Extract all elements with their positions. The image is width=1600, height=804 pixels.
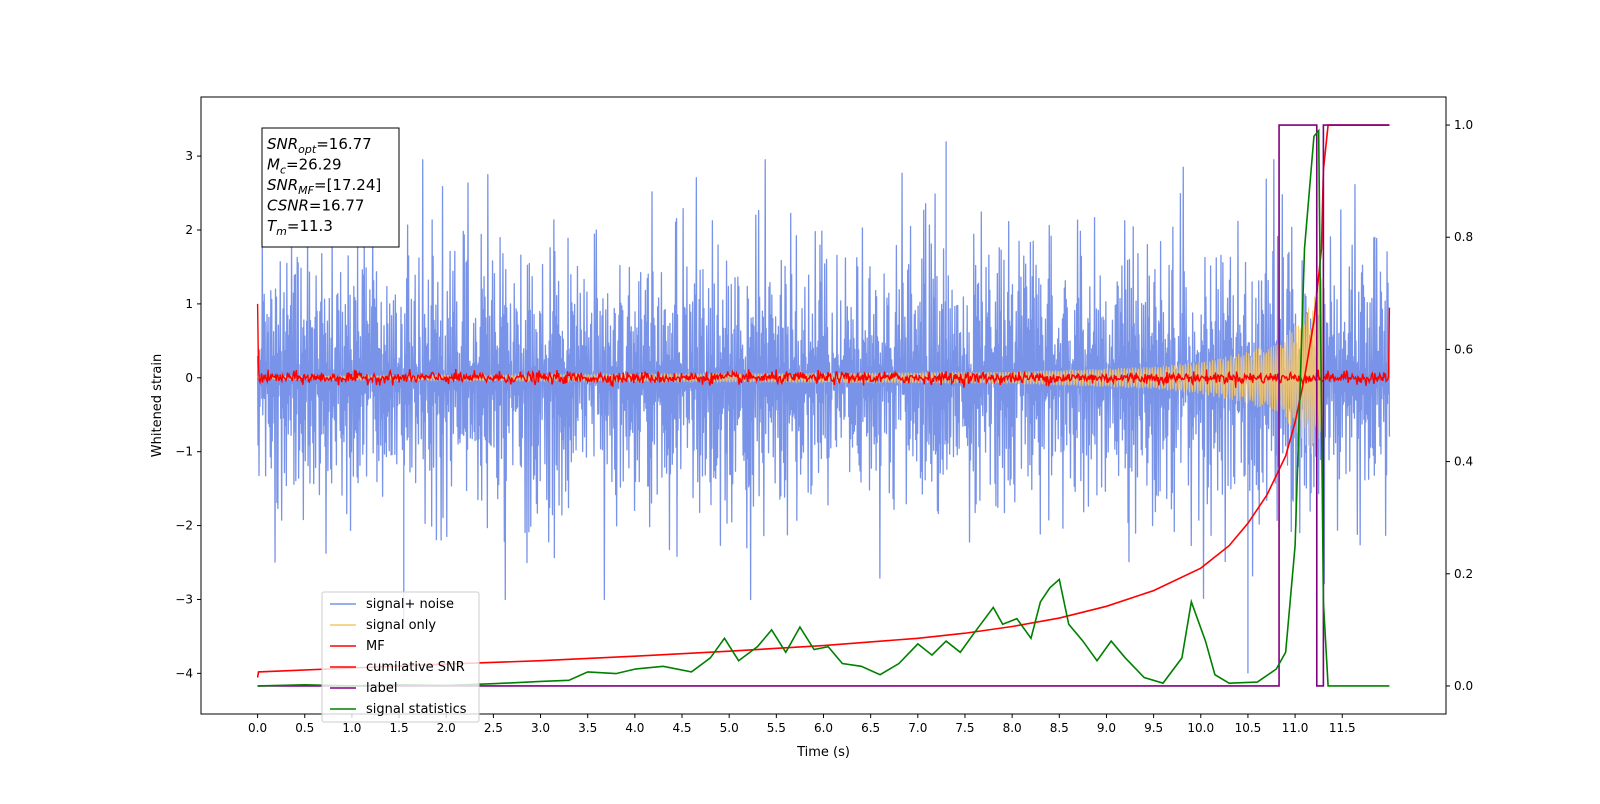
x-tick-label-21: 10.5 bbox=[1235, 721, 1262, 735]
y-left-tick-label-5: 1 bbox=[185, 297, 193, 311]
legend-frame bbox=[321, 591, 480, 723]
x-tick-label-14: 7.0 bbox=[908, 721, 927, 735]
y-right-tick-label-3: 0.6 bbox=[1454, 342, 1473, 356]
y-left-tick-label-4: 0 bbox=[185, 371, 193, 385]
x-tick-label-2: 1.0 bbox=[342, 721, 361, 735]
x-tick-label-11: 5.5 bbox=[767, 721, 786, 735]
y-left-tick-label-3: −1 bbox=[175, 445, 193, 459]
annotation-box: SNRopt=16.77Mc=26.29SNRMF=[17.24]CSNR=16… bbox=[261, 127, 400, 248]
y-axis-label: Whitened strain bbox=[150, 354, 165, 457]
y-right-tick-label-2: 0.4 bbox=[1454, 455, 1473, 469]
x-tick-label-10: 5.0 bbox=[720, 721, 739, 735]
legend-label-0: signal+ noise bbox=[366, 597, 454, 612]
x-axis: 0.0 0.5 1.0 1.5 2.0 2.5 3.0 3.5 4.0 4.5 5.0 5.5 6.0 6… bbox=[248, 714, 1356, 735]
x-axis-label: Time (s) bbox=[796, 745, 850, 760]
series-label bbox=[257, 124, 1390, 687]
series-mf bbox=[256, 303, 1391, 388]
legend: signal+ noise signal only MF cumilative SNR… bbox=[321, 591, 480, 723]
y-axis-left: −4 −3 −2 −1 0 1 2 3 bbox=[175, 149, 201, 680]
series-signal-statistics bbox=[257, 128, 1390, 687]
legend-label-2: MF bbox=[366, 639, 385, 654]
x-tick-label-4: 2.0 bbox=[437, 721, 456, 735]
y-left-tick-label-0: −4 bbox=[175, 666, 193, 680]
annotation-line-4: Tm=11.3 bbox=[267, 217, 333, 238]
x-tick-label-23: 11.5 bbox=[1329, 721, 1356, 735]
legend-label-1: signal only bbox=[366, 618, 436, 633]
y-left-tick-label-1: −3 bbox=[175, 592, 193, 606]
y-right-tick-label-5: 1.0 bbox=[1454, 118, 1473, 132]
x-tick-label-0: 0.0 bbox=[248, 721, 267, 735]
x-tick-label-1: 0.5 bbox=[295, 721, 314, 735]
y-right-tick-label-1: 0.2 bbox=[1454, 567, 1473, 581]
x-tick-label-15: 7.5 bbox=[955, 721, 974, 735]
x-tick-label-9: 4.5 bbox=[672, 721, 691, 735]
annotation-line-3: CSNR=16.77 bbox=[267, 197, 364, 215]
x-tick-label-20: 10.0 bbox=[1187, 721, 1214, 735]
annotation-line-2: SNRMF=[17.24] bbox=[267, 176, 381, 197]
legend-label-5: signal statistics bbox=[366, 702, 467, 717]
y-axis-right: 0.0 0.2 0.4 0.6 0.8 1.0 bbox=[1446, 118, 1473, 693]
annotation-line-1: Mc=26.29 bbox=[267, 156, 342, 177]
legend-label-3: cumilative SNR bbox=[366, 660, 465, 675]
annotation-frame bbox=[261, 127, 400, 248]
x-tick-label-22: 11.0 bbox=[1282, 721, 1309, 735]
series-cumulative-snr bbox=[256, 124, 1390, 678]
x-tick-label-7: 3.5 bbox=[578, 721, 597, 735]
y-right-tick-label-4: 0.8 bbox=[1454, 230, 1473, 244]
plot-series-layer bbox=[256, 124, 1391, 687]
x-tick-label-17: 8.5 bbox=[1050, 721, 1069, 735]
x-tick-label-13: 6.5 bbox=[861, 721, 880, 735]
y-left-tick-label-7: 3 bbox=[185, 149, 193, 163]
legend-label-4: label bbox=[366, 681, 397, 696]
annotation-line-0: SNRopt=16.77 bbox=[267, 135, 372, 156]
x-tick-label-3: 1.5 bbox=[390, 721, 409, 735]
x-tick-label-8: 4.0 bbox=[625, 721, 644, 735]
x-tick-label-12: 6.0 bbox=[814, 721, 833, 735]
x-tick-label-6: 3.0 bbox=[531, 721, 550, 735]
y-left-tick-label-2: −2 bbox=[175, 519, 193, 533]
y-right-tick-label-0: 0.0 bbox=[1454, 679, 1473, 693]
x-tick-label-5: 2.5 bbox=[484, 721, 503, 735]
y-left-tick-label-6: 2 bbox=[185, 223, 193, 237]
x-tick-label-18: 9.0 bbox=[1097, 721, 1116, 735]
x-tick-label-16: 8.0 bbox=[1003, 721, 1022, 735]
x-tick-label-19: 9.5 bbox=[1144, 721, 1163, 735]
